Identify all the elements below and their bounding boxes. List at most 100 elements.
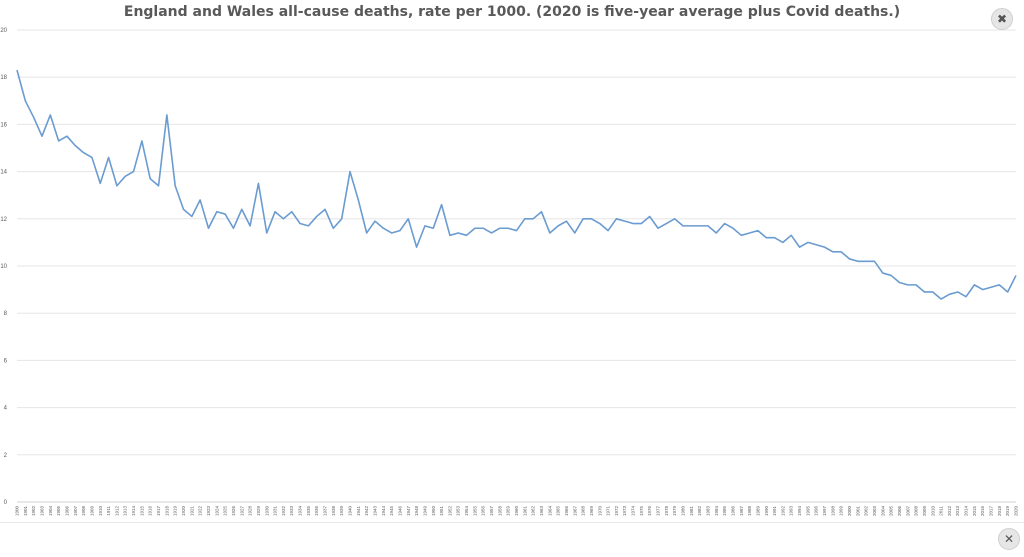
x-tick-label: 1990 [764,506,769,517]
x-tick-label: 1982 [697,506,702,517]
x-tick-label: 1954 [464,506,469,517]
x-tick-label: 1991 [772,506,777,517]
x-tick-label: 2001 [855,506,860,517]
x-tick-label: 1956 [481,506,486,517]
x-tick-label: 1915 [139,506,144,517]
x-tick-label: 1937 [323,506,328,517]
x-tick-label: 1965 [556,506,561,517]
x-tick-label: 1980 [681,506,686,517]
x-tick-label: 1996 [814,506,819,517]
bottom-divider [0,522,1024,523]
x-tick-label: 1923 [206,506,211,517]
x-tick-label: 2019 [1005,506,1010,517]
x-tick-label: 2015 [972,506,977,517]
x-tick-label: 2007 [905,506,910,517]
x-tick-label: 1941 [356,506,361,517]
x-tick-label: 1977 [656,506,661,517]
x-tick-label: 1902 [31,506,36,517]
x-tick-label: 1997 [822,506,827,517]
x-tick-label: 1931 [273,506,278,517]
y-tick-label: 8 [4,311,8,317]
x-tick-label: 2016 [980,506,985,517]
x-tick-label: 1958 [497,506,502,517]
x-tick-label: 1978 [664,506,669,517]
x-tick-label: 1988 [747,506,752,517]
x-tick-label: 1939 [339,506,344,517]
x-tick-label: 1944 [381,506,386,517]
x-tick-label: 1967 [572,506,577,517]
x-tick-label: 1957 [489,506,494,517]
x-tick-label: 1905 [56,506,61,517]
series-line [16,69,1017,300]
x-tick-label: 1919 [173,506,178,517]
x-tick-label: 1900 [15,506,20,517]
expand-glyph: ✖ [996,12,1008,26]
x-tick-label: 1927 [239,506,244,517]
x-tick-label: 2011 [939,506,944,516]
x-tick-label: 1974 [631,506,636,517]
x-tick-label: 1932 [281,506,286,517]
y-tick-label: 16 [0,122,7,128]
x-tick-label: 1976 [647,506,652,517]
x-tick-label: 1936 [314,506,319,517]
x-tick-label: 1913 [123,506,128,517]
x-tick-label: 1935 [306,506,311,517]
x-tick-label: 1955 [472,506,477,517]
x-tick-label: 2012 [947,506,952,517]
x-tick-label: 2005 [889,506,894,517]
x-tick-label: 1906 [64,506,69,517]
x-tick-label: 1970 [597,506,602,517]
x-tick-label: 2006 [897,506,902,517]
y-axis-ticks: 0 2 4 6 8 10 12 14 16 18 20 [0,28,7,506]
x-tick-label: 1945 [389,506,394,517]
x-tick-label: 1942 [364,506,369,517]
x-tick-label: 1922 [198,506,203,517]
x-tick-label: 1930 [264,506,269,517]
x-tick-label: 1921 [189,506,194,517]
x-tick-label: 2014 [964,506,969,517]
x-tick-label: 1987 [739,506,744,517]
x-tick-label: 1909 [89,506,94,517]
x-tick-label: 1963 [539,506,544,517]
x-tick-label: 1940 [348,506,353,517]
x-tick-label: 1928 [248,506,253,517]
x-tick-label: 1904 [48,506,53,517]
x-tick-label: 1926 [231,506,236,517]
x-tick-label: 1993 [789,506,794,517]
expand-icon[interactable]: ✖ [991,8,1013,30]
x-tick-label: 1943 [372,506,377,517]
x-tick-label: 1999 [839,506,844,517]
close-icon[interactable]: ✕ [998,528,1020,550]
x-tick-label: 1966 [564,506,569,517]
x-tick-label: 1907 [73,506,78,517]
x-tick-label: 1949 [422,506,427,517]
x-tick-label: 2004 [880,506,885,517]
x-tick-label: 2020 [1014,506,1019,517]
x-tick-label: 1953 [456,506,461,517]
x-tick-label: 1985 [722,506,727,517]
x-tick-label: 1981 [689,506,694,517]
x-tick-label: 1986 [730,506,735,517]
x-tick-label: 1992 [780,506,785,517]
series-line-layer [16,69,1017,300]
x-tick-label: 1916 [148,506,153,517]
y-tick-label: 20 [0,28,7,34]
x-tick-label: 1969 [589,506,594,517]
x-tick-label: 1910 [98,506,103,517]
y-tick-label: 0 [4,500,8,506]
y-tick-label: 10 [0,264,7,270]
y-tick-label: 14 [0,170,7,176]
y-tick-label: 12 [0,217,7,223]
x-tick-label: 1912 [114,506,119,517]
x-tick-label: 1950 [431,506,436,517]
x-tick-label: 1952 [447,506,452,517]
x-tick-label: 1989 [755,506,760,517]
x-tick-label: 1971 [606,506,611,517]
x-tick-label: 1933 [289,506,294,517]
x-tick-label: 1947 [406,506,411,517]
y-tick-label: 6 [4,358,8,364]
y-tick-label: 18 [0,75,7,81]
x-tick-label: 1918 [164,506,169,517]
x-tick-label: 1973 [622,506,627,517]
x-axis-ticks: 1900 1901 1902 1903 1904 1905 1906 1907 1908 1909… [15,506,1019,517]
